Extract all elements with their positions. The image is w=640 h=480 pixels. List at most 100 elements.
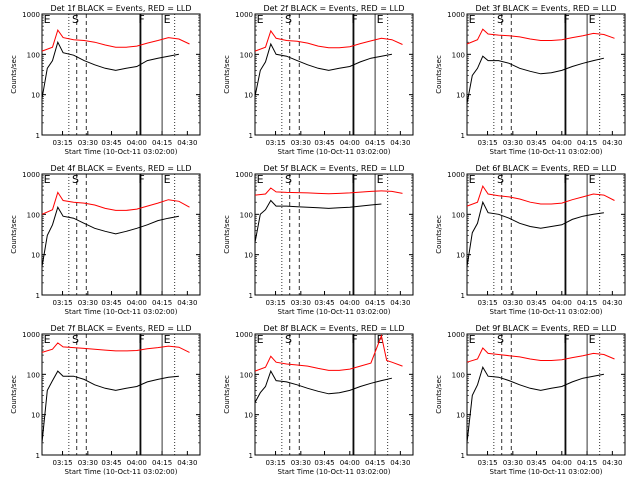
y-tick-label: 1000 bbox=[235, 331, 253, 339]
x-axis-label: Start Time (10-Oct-11 03:02:00) bbox=[65, 308, 178, 316]
y-tick-label: 1000 bbox=[447, 331, 465, 339]
y-tick-label: 10 bbox=[244, 252, 253, 260]
y-axis-label: Counts/sec bbox=[435, 55, 443, 94]
x-tick-label: 04:15 bbox=[365, 299, 385, 307]
interval-label: F bbox=[563, 13, 569, 26]
y-tick-label: 100 bbox=[452, 371, 465, 379]
y-tick-label: 1000 bbox=[235, 171, 253, 179]
x-tick-label: 03:30 bbox=[291, 299, 311, 307]
x-tick-label: 04:30 bbox=[177, 139, 197, 147]
y-tick-label: 1000 bbox=[22, 331, 40, 339]
series-lld bbox=[466, 347, 615, 363]
y-tick-label: 1 bbox=[36, 452, 40, 460]
plot-frame bbox=[41, 13, 201, 136]
y-tick-label: 10 bbox=[31, 412, 40, 420]
x-tick-label: 03:30 bbox=[291, 459, 311, 467]
x-tick-label: 04:00 bbox=[340, 459, 360, 467]
x-tick-label: 03:45 bbox=[314, 139, 334, 147]
detector-panel-2: Det 2f BLACK = Events, RED = LLD 1 10 100 10… bbox=[223, 4, 414, 156]
interval-label: F bbox=[138, 333, 144, 346]
series-lld bbox=[466, 184, 615, 207]
interval-label: E bbox=[589, 173, 596, 186]
series-events bbox=[254, 199, 382, 243]
interval-label: F bbox=[351, 13, 357, 26]
series-lld bbox=[254, 187, 403, 196]
y-tick-label: 10 bbox=[31, 92, 40, 100]
x-tick-label: 03:30 bbox=[78, 459, 98, 467]
detector-panel-1: Det 1f BLACK = Events, RED = LLD 1 10 100 10… bbox=[10, 4, 201, 156]
x-tick-label: 04:30 bbox=[390, 139, 410, 147]
x-tick-label: 04:15 bbox=[577, 459, 597, 467]
x-tick-label: 04:00 bbox=[127, 139, 147, 147]
panel-title: Det 3f BLACK = Events, RED = LLD bbox=[475, 4, 616, 13]
y-axis-label: Counts/sec bbox=[10, 375, 18, 414]
series-lld bbox=[466, 28, 615, 45]
y-tick-label: 1 bbox=[249, 452, 253, 460]
plot-frame bbox=[254, 13, 414, 136]
x-tick-label: 03:15 bbox=[265, 459, 285, 467]
y-tick-label: 100 bbox=[240, 211, 253, 219]
x-tick-label: 04:15 bbox=[577, 139, 597, 147]
y-tick-label: 1 bbox=[461, 292, 465, 300]
interval-label: E bbox=[377, 173, 384, 186]
y-tick-label: 1000 bbox=[447, 171, 465, 179]
x-axis-label: Start Time (10-Oct-11 03:02:00) bbox=[278, 468, 391, 476]
panel-title: Det 4f BLACK = Events, RED = LLD bbox=[50, 164, 191, 173]
x-tick-label: 04:00 bbox=[127, 459, 147, 467]
y-axis-label: Counts/sec bbox=[223, 375, 231, 414]
y-axis-label: Counts/sec bbox=[223, 215, 231, 254]
x-tick-label: 03:45 bbox=[101, 459, 121, 467]
x-tick-label: 03:15 bbox=[52, 139, 72, 147]
x-tick-label: 03:45 bbox=[314, 459, 334, 467]
series-events bbox=[466, 200, 604, 267]
y-tick-label: 1 bbox=[461, 452, 465, 460]
x-tick-label: 04:00 bbox=[340, 139, 360, 147]
x-tick-label: 03:30 bbox=[78, 299, 98, 307]
interval-label: F bbox=[138, 13, 144, 26]
x-tick-label: 03:15 bbox=[265, 139, 285, 147]
y-tick-label: 10 bbox=[244, 92, 253, 100]
x-tick-label: 03:45 bbox=[101, 139, 121, 147]
y-tick-label: 1000 bbox=[447, 11, 465, 19]
y-tick-label: 100 bbox=[240, 371, 253, 379]
plot-frame bbox=[466, 173, 626, 296]
panel-title: Det 7f BLACK = Events, RED = LLD bbox=[50, 324, 191, 333]
plot-frame bbox=[41, 333, 201, 456]
panel-title: Det 8f BLACK = Events, RED = LLD bbox=[263, 324, 404, 333]
interval-label: S bbox=[497, 173, 504, 186]
interval-label: E bbox=[44, 173, 51, 186]
series-lld bbox=[254, 29, 403, 52]
x-tick-label: 04:00 bbox=[552, 459, 572, 467]
panel-title: Det 6f BLACK = Events, RED = LLD bbox=[475, 164, 616, 173]
y-tick-label: 100 bbox=[27, 371, 40, 379]
series-events bbox=[466, 55, 605, 104]
x-tick-label: 03:45 bbox=[101, 299, 121, 307]
x-tick-label: 03:45 bbox=[314, 299, 334, 307]
x-tick-label: 03:45 bbox=[526, 459, 546, 467]
y-tick-label: 1 bbox=[249, 132, 253, 140]
interval-label: E bbox=[44, 13, 51, 26]
interval-label: S bbox=[497, 13, 504, 26]
y-tick-label: 100 bbox=[27, 211, 40, 219]
x-tick-label: 04:00 bbox=[552, 299, 572, 307]
x-tick-label: 03:15 bbox=[477, 139, 497, 147]
detector-panel-3: Det 3f BLACK = Events, RED = LLD 1 10 100 10… bbox=[435, 4, 626, 156]
x-tick-label: 04:15 bbox=[152, 459, 172, 467]
x-tick-label: 03:30 bbox=[503, 139, 523, 147]
x-axis-label: Start Time (10-Oct-11 03:02:00) bbox=[278, 308, 391, 316]
panel-title: Det 2f BLACK = Events, RED = LLD bbox=[263, 4, 404, 13]
plot-frame bbox=[466, 333, 626, 456]
y-axis-label: Counts/sec bbox=[435, 375, 443, 414]
y-tick-label: 1 bbox=[36, 132, 40, 140]
x-tick-label: 04:00 bbox=[127, 299, 147, 307]
x-axis-label: Start Time (10-Oct-11 03:02:00) bbox=[490, 468, 603, 476]
interval-label: S bbox=[497, 333, 504, 346]
x-tick-label: 04:30 bbox=[177, 459, 197, 467]
series-lld bbox=[41, 342, 190, 353]
interval-label: F bbox=[138, 173, 144, 186]
y-tick-label: 1000 bbox=[235, 11, 253, 19]
y-tick-label: 10 bbox=[456, 252, 465, 260]
interval-label: E bbox=[469, 333, 476, 346]
interval-label: F bbox=[351, 333, 357, 346]
